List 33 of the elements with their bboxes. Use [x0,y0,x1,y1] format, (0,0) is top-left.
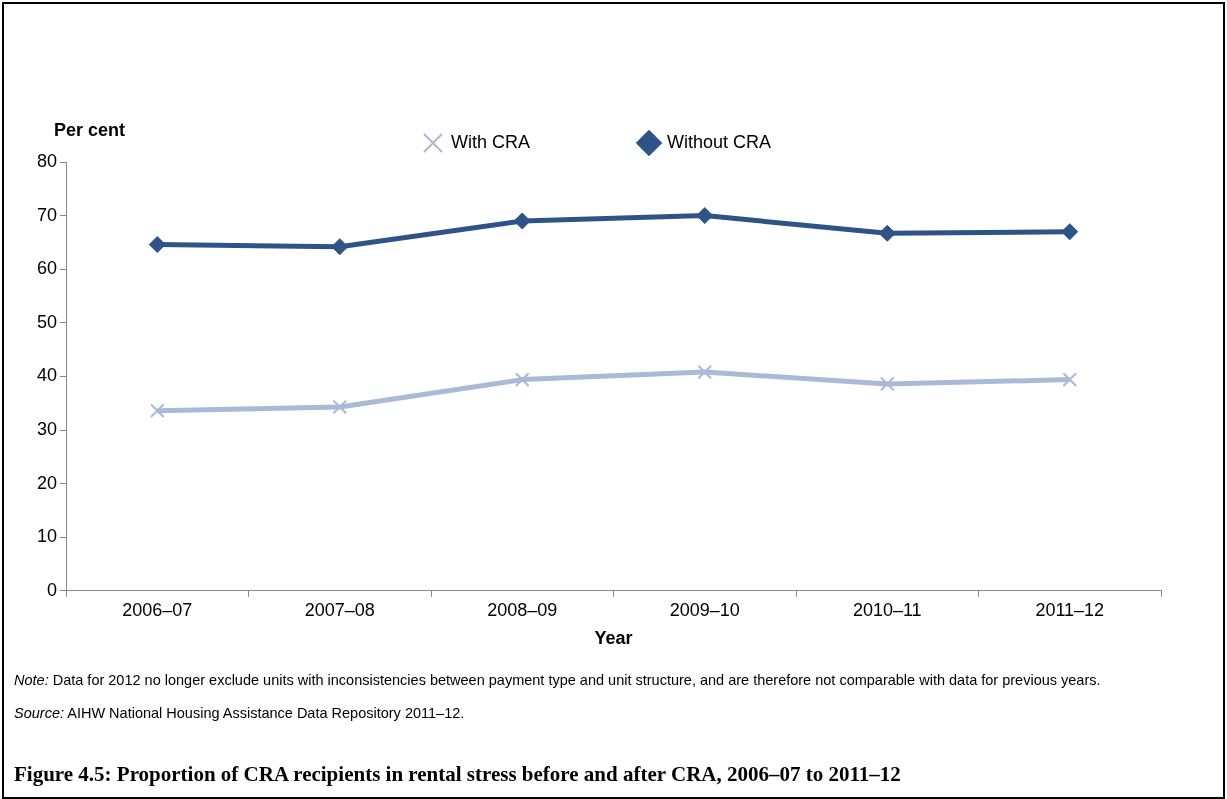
text: Note: Data for 2012 no longer exclude units with inconsistencies between payment type and unit structure, and are therefore not comparable with data for previous years. [14,671,1102,690]
point [697,364,713,380]
point [148,236,166,254]
y-tick-label: 40 [36,365,58,386]
x-tick-label: 2009–10 [669,599,740,620]
y-tick-label: 60 [36,258,58,279]
y-tick-label: 70 [36,204,58,225]
source-note: Source: AIHW National Housing Assistance Data Repository 2011–12. [14,704,466,723]
y-tick-label: 10 [36,526,58,547]
x-tick-label: 2006–07 [122,599,193,620]
x-tick-label: 2011–12 [1035,599,1105,620]
y-tick-label: 30 [36,418,58,439]
y-tick-label: 80 [36,150,58,171]
text: Figure 4.5: Proportion of CRA recipients in rental stress before and after CRA, 2006–07 to 2011–12 [14,762,901,787]
x-tick-label: 2007–08 [304,599,375,620]
point [696,207,714,225]
point [1062,372,1078,387]
y-axis-title: Per cent [54,119,126,140]
point [879,376,895,392]
legend-label: Without CRA [666,131,772,152]
y-tick-label: 0 [47,579,58,600]
point [514,372,530,387]
y-tick-label: 50 [36,311,58,332]
legend-label: With CRA [450,131,530,152]
point [332,399,348,415]
point [1061,223,1079,241]
point [513,212,531,230]
x-tick-label: 2010–11 [852,599,922,620]
x-axis-title: Year [594,628,633,649]
point [331,238,349,256]
y-tick-label: 20 [36,472,58,493]
x-tick-label: 2008–09 [487,599,558,620]
point [149,403,165,419]
